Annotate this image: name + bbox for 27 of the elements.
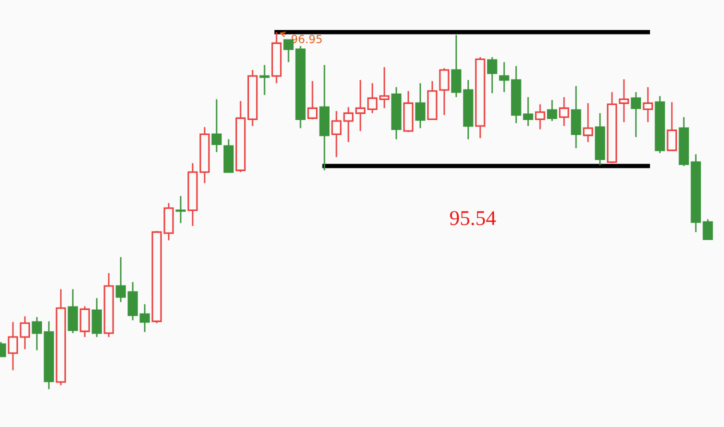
candlestick: [259, 64, 270, 96]
candlestick: [379, 66, 390, 109]
candlestick: [8, 321, 18, 371]
candlestick: [212, 98, 222, 153]
candlestick: [499, 61, 510, 93]
candlestick: [630, 91, 642, 138]
candlestick: [570, 85, 582, 149]
candlestick: [319, 64, 330, 171]
candlestick: [32, 316, 42, 351]
candlestick: [618, 78, 630, 123]
candlestick: [415, 82, 426, 129]
candlestick: [391, 86, 402, 140]
candlestick: [558, 96, 570, 127]
candlestick: [642, 86, 653, 123]
candlestick: [523, 96, 534, 127]
candlestick: [343, 106, 354, 143]
candlestick: [44, 320, 54, 390]
candlestick: [176, 195, 186, 224]
candlestick: [331, 110, 342, 158]
candlestick: [511, 65, 522, 124]
candlestick: [200, 126, 210, 184]
candlestick: [188, 162, 198, 227]
annotation: 96.95: [292, 34, 322, 44]
candlestick: [20, 316, 30, 350]
annotation: 95.54: [450, 211, 496, 226]
candlestick: [355, 79, 366, 132]
candlestick: [535, 104, 546, 130]
